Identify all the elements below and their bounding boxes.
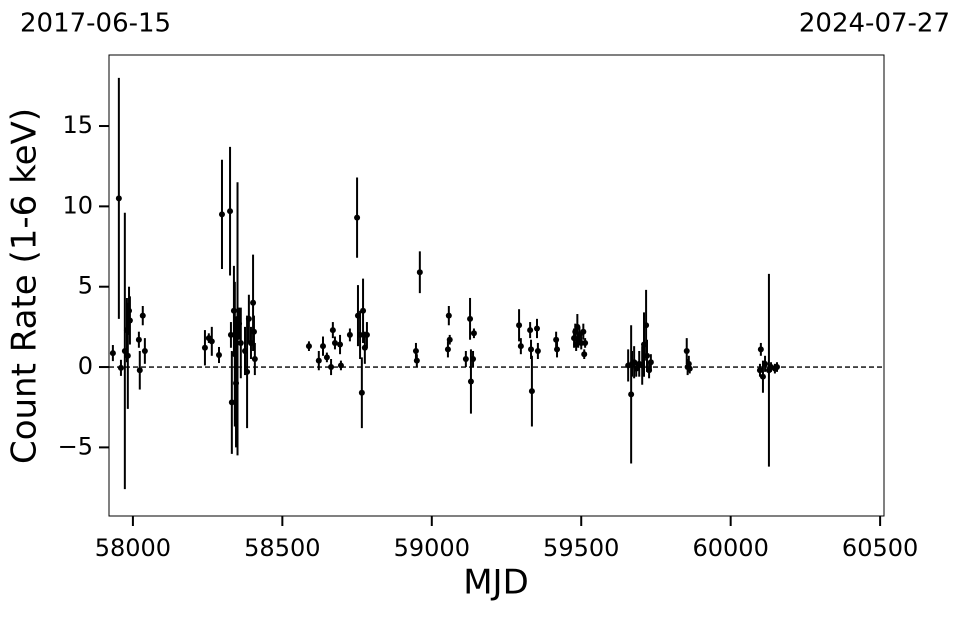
data-point — [337, 341, 344, 348]
data-point — [643, 352, 650, 359]
end-date: 2024-07-27 — [799, 9, 950, 39]
data-point — [467, 378, 474, 385]
data-point — [244, 368, 251, 375]
data-point — [141, 347, 148, 354]
data-point — [647, 359, 654, 366]
y-tick-label: 10 — [62, 191, 93, 219]
data-point — [139, 312, 146, 319]
data-point — [337, 362, 344, 369]
data-point — [628, 391, 635, 398]
x-tick-label: 59500 — [543, 534, 619, 562]
data-point — [413, 357, 420, 364]
data-point — [516, 322, 523, 329]
data-point — [360, 307, 367, 314]
y-tick-label: 5 — [78, 272, 93, 300]
data-point — [470, 356, 477, 363]
data-point — [109, 350, 116, 357]
x-tick-label: 60500 — [842, 534, 918, 562]
data-point — [528, 388, 535, 395]
data-point — [412, 347, 419, 354]
data-point — [357, 331, 364, 338]
start-date: 2017-06-15 — [20, 9, 171, 39]
x-tick-label: 60000 — [692, 534, 768, 562]
data-point — [759, 373, 766, 380]
data-point — [633, 365, 640, 372]
data-point — [517, 343, 524, 350]
data-point — [756, 367, 763, 374]
data-point — [354, 214, 361, 221]
data-point — [580, 328, 587, 335]
x-tick-label: 58000 — [95, 534, 171, 562]
data-point — [686, 365, 693, 372]
data-point — [467, 315, 474, 322]
data-point — [323, 354, 330, 361]
data-point — [237, 339, 244, 346]
data-point — [319, 343, 326, 350]
data-point — [533, 325, 540, 332]
data-point — [328, 364, 335, 371]
y-tick-label: 15 — [62, 111, 93, 139]
data-point — [227, 331, 234, 338]
data-point — [136, 367, 143, 374]
data-point — [215, 351, 222, 358]
data-point — [227, 208, 234, 215]
data-point — [135, 336, 142, 343]
data-point — [554, 346, 561, 353]
data-point — [117, 364, 124, 371]
data-point — [446, 336, 453, 343]
data-point — [218, 211, 225, 218]
data-point — [346, 331, 353, 338]
data-point — [228, 399, 235, 406]
data-point — [126, 317, 133, 324]
data-point — [245, 315, 252, 322]
data-point — [358, 389, 365, 396]
data-point — [527, 327, 534, 334]
data-point — [329, 327, 336, 334]
y-axis-label: Count Rate (1-6 keV) — [5, 108, 45, 464]
data-point — [201, 344, 208, 351]
y-tick-label: −5 — [58, 432, 93, 460]
data-point — [445, 312, 452, 319]
data-point — [251, 356, 258, 363]
data-point — [115, 195, 122, 202]
data-point — [774, 364, 781, 371]
data-point — [315, 357, 322, 364]
data-point — [305, 343, 312, 350]
x-axis-label: MJD — [463, 563, 529, 603]
y-tick-label: 0 — [78, 352, 93, 380]
data-point — [124, 352, 131, 359]
data-point — [762, 360, 769, 367]
data-point — [462, 356, 469, 363]
data-point — [582, 339, 589, 346]
data-point — [444, 346, 451, 353]
data-point — [683, 347, 690, 354]
plot-frame — [108, 54, 885, 517]
data-point — [470, 330, 477, 337]
data-point — [757, 346, 764, 353]
data-point — [250, 299, 257, 306]
data-point — [250, 328, 257, 335]
x-tick-label: 58500 — [244, 534, 320, 562]
data-point — [416, 269, 423, 276]
data-point — [581, 351, 588, 358]
x-tick-label: 59000 — [394, 534, 470, 562]
data-point — [534, 347, 541, 354]
data-point — [643, 322, 650, 329]
data-point — [553, 336, 560, 343]
data-point — [528, 346, 535, 353]
data-point — [208, 338, 215, 345]
data-point — [363, 331, 370, 338]
data-point — [331, 339, 338, 346]
